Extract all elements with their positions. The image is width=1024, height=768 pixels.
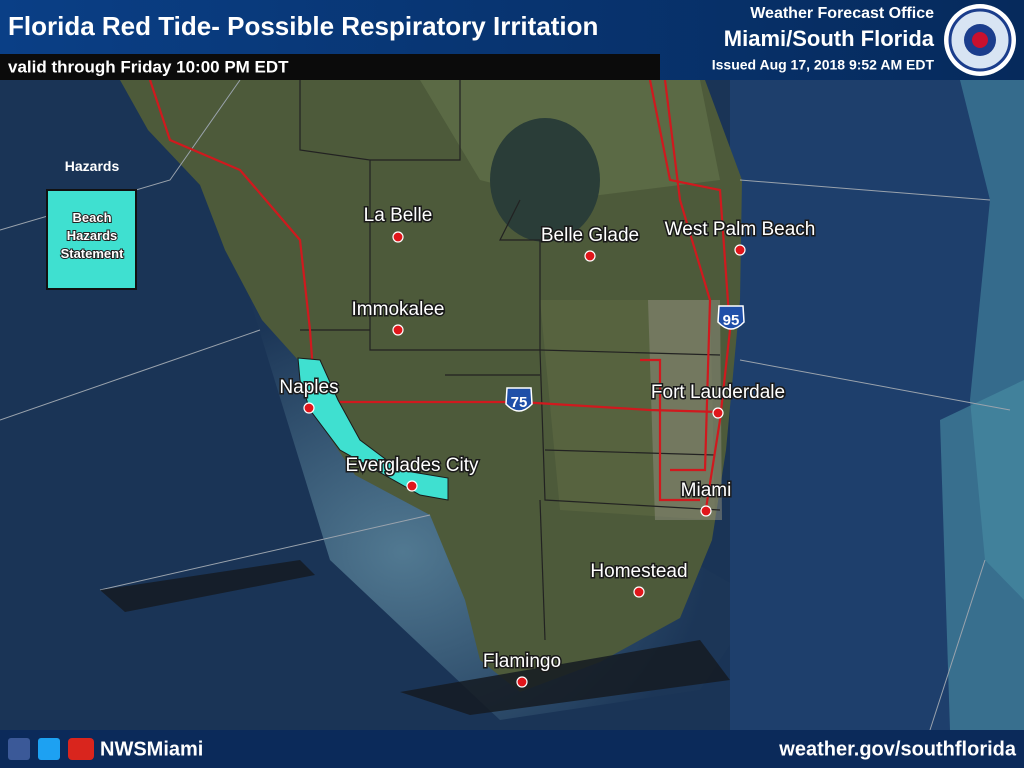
roads [148,79,732,516]
city-label: Flamingo [483,651,561,672]
region: Miami/South Florida [724,26,935,51]
zone-shadow [100,560,315,612]
nws-logo [944,4,1016,76]
city-label: Homestead [590,561,687,582]
city-dot [392,231,404,243]
city-dot [712,407,724,419]
city-dot [303,402,315,414]
city-dot [584,250,596,262]
city-label: Everglades City [345,455,479,476]
legend-swatch [46,189,137,290]
city-label: Immokalee [352,299,445,320]
city-label: Naples [279,377,338,398]
highway-number: 95 [723,312,740,329]
issued: Issued Aug 17, 2018 9:52 AM EDT [712,57,935,73]
city-dot [633,586,645,598]
highway-shield [717,305,745,330]
city-dot [734,244,746,256]
bahama-bank [940,380,1024,730]
city-dot [406,480,418,492]
city-label: Belle Glade [541,225,639,246]
footer-bar [0,730,1024,768]
city-label: La Belle [364,205,433,226]
city-label: Fort Lauderdale [651,382,785,403]
city-dot [700,505,712,517]
footer-website: weather.gov/southflorida [778,738,1017,760]
city-label: West Palm Beach [665,219,816,240]
highway-number: 75 [511,394,528,411]
city-dot [516,676,528,688]
city-label: Miami [681,480,732,501]
twitter-icon [38,738,60,760]
city-dot [392,324,404,336]
title: Florida Red Tide- Possible Respiratory I… [8,11,598,41]
land [120,80,742,692]
youtube-icon [68,738,94,760]
county-lines [299,80,721,641]
footer-handle: NWSMiami [100,738,203,760]
subtitle-bar [0,54,660,80]
office: Weather Forecast Office [750,5,934,22]
facebook-icon [8,738,30,760]
highway-shield [505,387,533,412]
legend-item: Beach Hazards Statement [61,210,125,261]
zone-shadow [400,640,730,715]
lake-okeechobee [490,118,600,242]
subtitle: valid through Friday 10:00 PM EDT [8,57,289,76]
legend-heading: Hazards [65,158,120,174]
